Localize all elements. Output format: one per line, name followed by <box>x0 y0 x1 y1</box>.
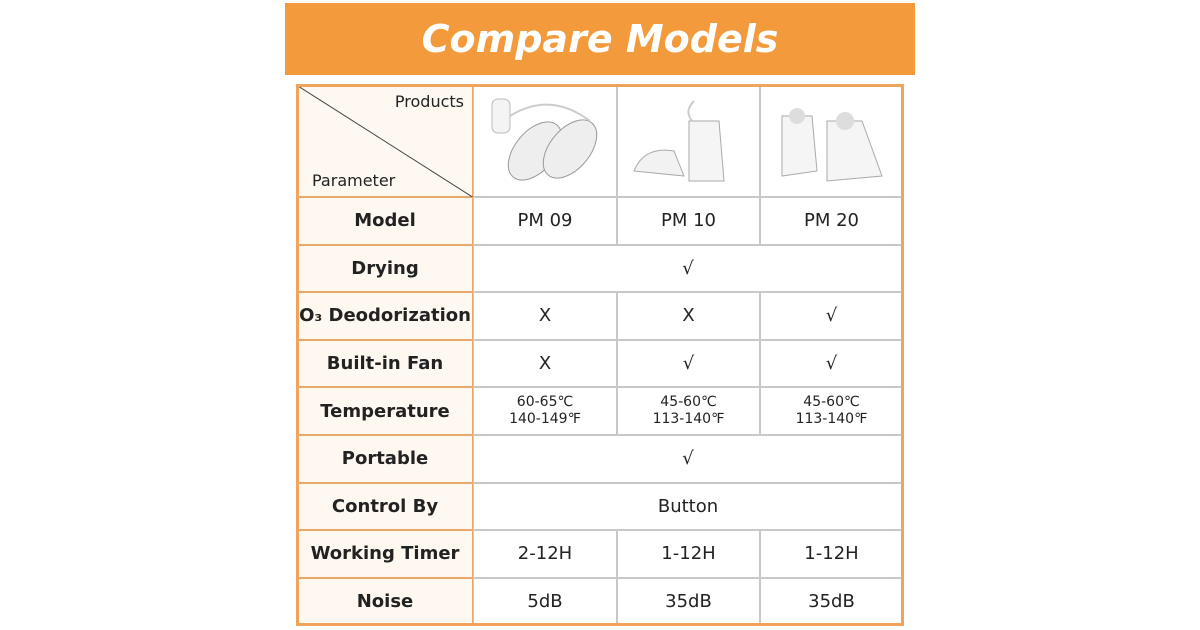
value-cell: PM 09 <box>473 197 617 245</box>
row-label-cell: Model <box>297 197 473 245</box>
value: PM 10 <box>660 210 716 232</box>
row-label: O₃ Deodorization <box>299 305 471 327</box>
value-cell: √ <box>473 435 903 483</box>
value: 5dB <box>527 591 563 613</box>
row-label: Model <box>354 210 416 232</box>
value: √ <box>682 353 695 375</box>
value-cell: √ <box>760 339 903 388</box>
value-cell: 5dB <box>473 577 617 626</box>
value: Button <box>657 495 719 517</box>
value-cell: PM 20 <box>760 197 903 245</box>
product-image <box>617 85 760 197</box>
value: X <box>538 305 552 327</box>
value-cell: 35dB <box>617 577 760 626</box>
title: Compare Models <box>421 17 779 61</box>
dryer-icon <box>491 98 598 181</box>
row-label: Built-in Fan <box>326 353 444 375</box>
value-line: 113-140℉ <box>795 411 868 428</box>
value-cell: X <box>473 292 617 340</box>
value: √ <box>682 257 694 279</box>
row-label: Control By <box>331 495 439 517</box>
value-line: 60-65℃ <box>516 394 574 411</box>
product-image <box>760 85 903 197</box>
value-cell: 35dB <box>760 577 903 626</box>
value: 2-12H <box>517 543 573 565</box>
value: PM 09 <box>517 210 573 232</box>
row-label: Temperature <box>320 400 450 422</box>
value: 35dB <box>808 591 855 613</box>
value-cell: √ <box>760 292 903 340</box>
row-label: Portable <box>341 448 429 470</box>
value-cell: X <box>617 292 760 340</box>
row-label-cell: Drying <box>297 244 473 293</box>
value: √ <box>825 305 838 327</box>
row-label: Working Timer <box>310 543 460 565</box>
value: √ <box>682 448 694 470</box>
value-line: 113-140℉ <box>652 411 725 428</box>
value-cell: 1-12H <box>617 530 760 578</box>
corner-top: Products <box>394 92 464 111</box>
dryer-icon <box>781 108 883 182</box>
value-cell: PM 10 <box>617 197 760 245</box>
value: 1-12H <box>661 543 716 565</box>
value-cell: 45-60℃ 113-140℉ <box>617 387 760 435</box>
row-label: Noise <box>356 591 414 613</box>
row-label-cell: O₃ Deodorization <box>297 292 473 340</box>
row-label-cell: Portable <box>297 435 473 483</box>
value-cell: √ <box>617 339 760 388</box>
value-cell: 2-12H <box>473 530 617 578</box>
value: X <box>682 305 695 327</box>
value: PM 20 <box>803 210 859 232</box>
row-label-cell: Temperature <box>297 387 473 435</box>
banner: Compare Models <box>285 3 915 75</box>
value-line: 45-60℃ <box>803 394 860 411</box>
corner-cell: Products Parameter <box>297 85 474 198</box>
value-cell: √ <box>473 244 903 293</box>
value: X <box>538 353 552 375</box>
value: √ <box>825 353 838 375</box>
corner-bottom: Parameter <box>312 171 396 190</box>
value: 1-12H <box>804 543 859 565</box>
product-image <box>473 85 617 197</box>
value-cell: 60-65℃ 140-149℉ <box>473 387 617 435</box>
dryer-icon <box>632 100 725 182</box>
row-label-cell: Noise <box>297 577 473 626</box>
value: 35dB <box>665 591 712 613</box>
value-line: 140-149℉ <box>509 411 581 428</box>
value-cell: 1-12H <box>760 530 903 578</box>
value-cell: 45-60℃ 113-140℉ <box>760 387 903 435</box>
value-cell: X <box>473 339 617 388</box>
diagonal <box>298 86 474 198</box>
row-label-cell: Working Timer <box>297 530 473 578</box>
value-line: 45-60℃ <box>660 394 717 411</box>
row-label-cell: Control By <box>297 482 473 531</box>
row-label-cell: Built-in Fan <box>297 339 473 388</box>
row-label: Drying <box>351 257 419 279</box>
value-cell: Button <box>473 482 903 531</box>
